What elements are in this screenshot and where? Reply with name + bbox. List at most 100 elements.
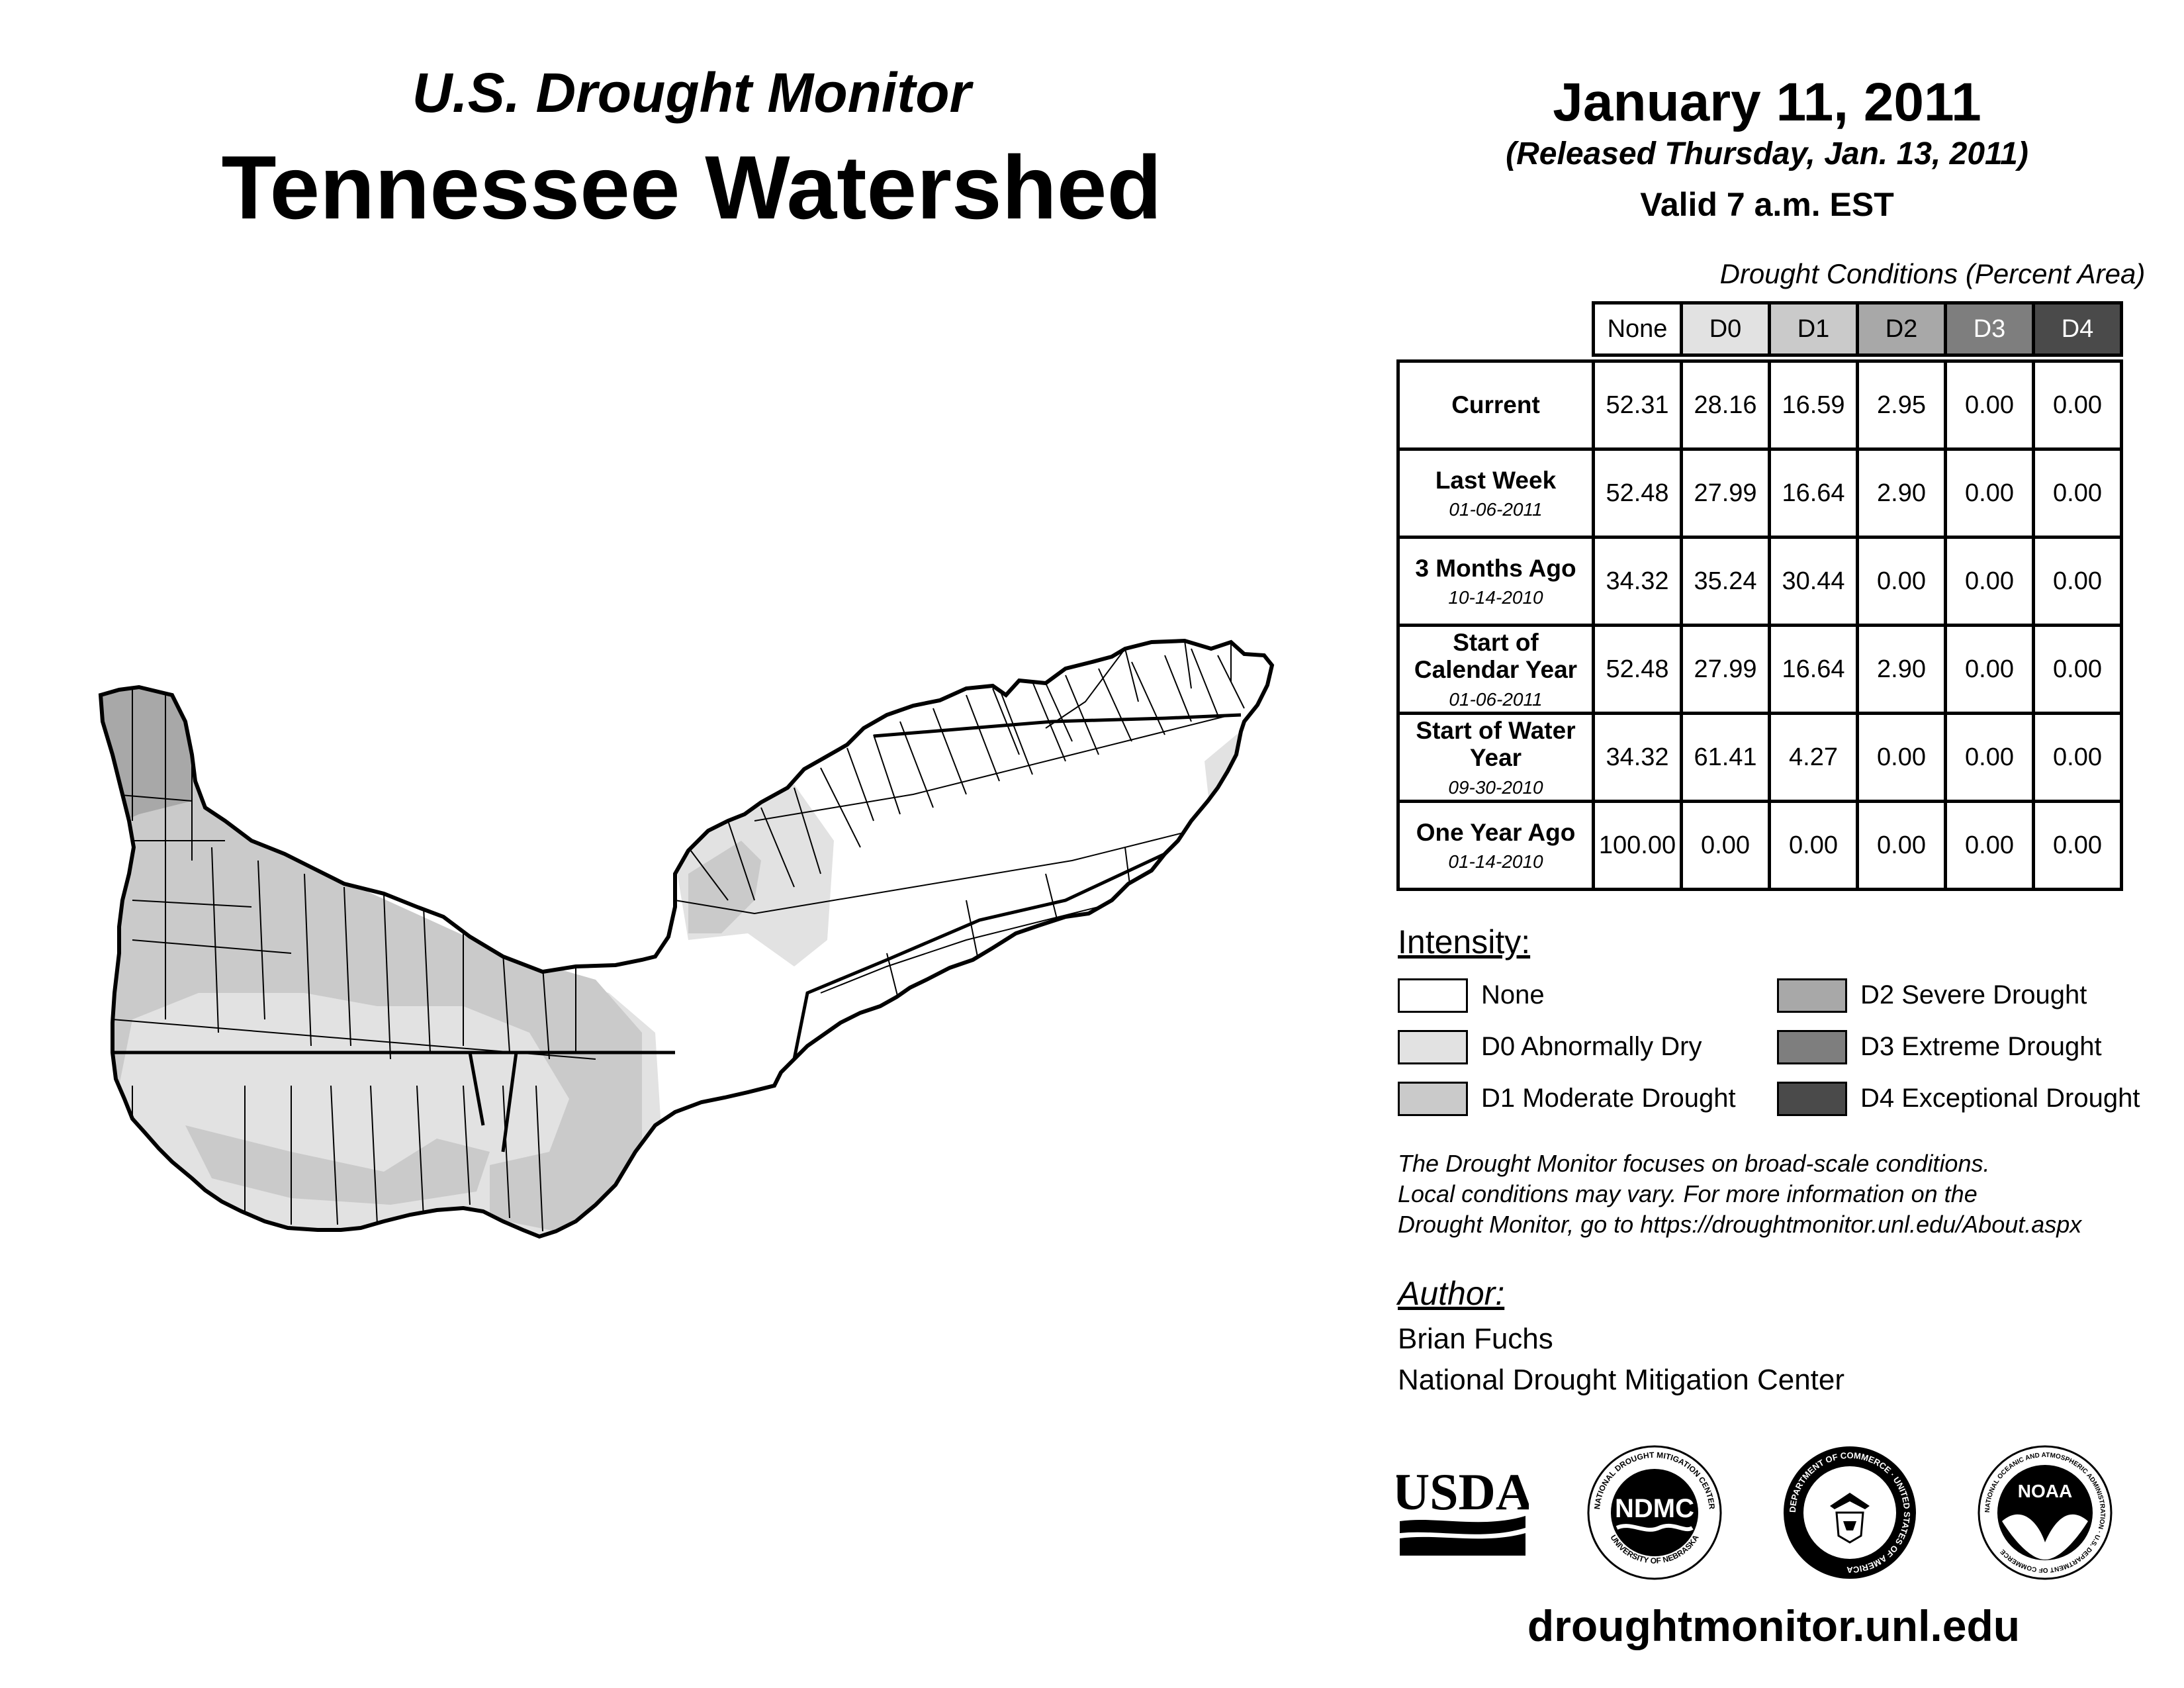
d1-area-southwest (185, 1125, 490, 1205)
row-date: 01-14-2010 (1448, 851, 1543, 872)
doc-seal-logo: DEPARTMENT OF COMMERCE · UNITED STATES O… (1780, 1443, 1919, 1585)
legend-swatch-none (1398, 978, 1468, 1013)
d1-area-west (101, 641, 642, 1231)
release-date: (Released Thursday, Jan. 13, 2011) (1506, 136, 2028, 171)
cell-d4: 0.00 (2032, 800, 2123, 891)
cell-d4: 0.00 (2032, 624, 2123, 715)
cell-d1: 16.59 (1768, 359, 1859, 451)
table-header-row: None D0 D1 D2 D3 D4 (1398, 301, 2123, 357)
cell-none: 34.32 (1592, 536, 1683, 627)
eagle-icon (1830, 1493, 1870, 1509)
legend-label-d1: D1 Moderate Drought (1481, 1084, 1736, 1113)
cell-d2: 0.00 (1856, 712, 1947, 803)
note-line-2: Local conditions may vary. For more info… (1398, 1180, 1978, 1207)
cell-d2: 2.95 (1856, 359, 1947, 451)
cell-d1: 4.27 (1768, 712, 1859, 803)
usda-logo-text: USDA (1396, 1463, 1529, 1521)
row-date: 09-30-2010 (1448, 776, 1543, 798)
row-label: One Year Ago 01-14-2010 (1396, 800, 1595, 891)
ship-icon (1843, 1521, 1856, 1530)
legend-heading: Intensity: (1398, 923, 1531, 961)
usda-logo: USDA (1392, 1463, 1533, 1566)
table-body: Current 52.31 28.16 16.59 2.95 0.00 0.00 Last W… (1396, 359, 2123, 891)
website-link[interactable]: droughtmonitor.unl.edu (1527, 1601, 2021, 1650)
row-label: Start of Water Year 09-30-2010 (1396, 712, 1595, 803)
cell-none: 52.48 (1592, 624, 1683, 715)
cell-d4: 0.00 (2032, 447, 2123, 539)
cell-none: 52.48 (1592, 447, 1683, 539)
cell-none: 52.31 (1592, 359, 1683, 451)
table-row: Last Week 01-06-2011 52.48 27.99 16.64 2.90 0.… (1396, 447, 2123, 539)
row-label-text: Start of Water Year (1416, 716, 1576, 772)
row-label-text: Start of Calendar Year (1414, 628, 1578, 684)
cell-d2: 2.90 (1856, 624, 1947, 715)
map-subtitle: U.S. Drought Monitor (412, 62, 972, 124)
col-header-d2: D2 (1856, 301, 1947, 357)
table-caption: Drought Conditions (Percent Area) (1719, 258, 2146, 289)
legend-swatch-d2 (1777, 978, 1847, 1013)
note-line-1: The Drought Monitor focuses on broad-sca… (1398, 1150, 1990, 1177)
legend-label-d3: D3 Extreme Drought (1860, 1032, 2102, 1061)
cell-d2: 2.90 (1856, 447, 1947, 539)
ndmc-inner-disc (1611, 1469, 1698, 1556)
col-header-d0: D0 (1680, 301, 1771, 357)
cell-d2: 0.00 (1856, 536, 1947, 627)
table-row: Start of Calendar Year 01-06-2011 52.48 27.… (1396, 624, 2123, 715)
row-label: Current (1396, 359, 1595, 451)
cell-none: 100.00 (1592, 800, 1683, 891)
ndmc-logo-text: NDMC (1615, 1494, 1694, 1523)
cell-d1: 30.44 (1768, 536, 1859, 627)
map-date: January 11, 2011 (1553, 72, 1981, 132)
row-label: 3 Months Ago 10-14-2010 (1396, 536, 1595, 627)
cell-none: 34.32 (1592, 712, 1683, 803)
row-label-text: Last Week (1435, 466, 1557, 494)
author-heading: Author: (1398, 1275, 1505, 1312)
note-line-3: Drought Monitor, go to https://droughtmo… (1398, 1211, 2082, 1238)
cell-d0: 27.99 (1680, 624, 1771, 715)
va-tn-state-line (873, 713, 1242, 738)
drought-conditions-table: None D0 D1 D2 D3 D4 Current 52.31 28.16 16.… (1396, 301, 2123, 891)
cell-d3: 0.00 (1944, 536, 2035, 627)
cell-d1: 16.64 (1768, 624, 1859, 715)
legend-swatch-d1 (1398, 1082, 1468, 1116)
legend-label-d2: D2 Severe Drought (1860, 980, 2087, 1009)
tn-nc-state-line (792, 852, 1166, 1060)
row-label-text: Current (1451, 391, 1540, 419)
col-header-none: None (1592, 301, 1683, 357)
noaa-logo-text: NOAA (2018, 1481, 2072, 1501)
usda-logo-svg: USDA (1392, 1463, 1533, 1556)
col-header-d1: D1 (1768, 301, 1859, 357)
cell-d2: 0.00 (1856, 800, 1947, 891)
table-corner (1398, 303, 1594, 355)
watershed-map (93, 622, 1297, 1284)
ndmc-wave-icon (1615, 1523, 1694, 1532)
watershed-map-svg (93, 622, 1297, 1284)
legend-label-d0: D0 Abnormally Dry (1481, 1032, 1702, 1061)
row-label: Last Week 01-06-2011 (1396, 447, 1595, 539)
usda-logo-band-1 (1400, 1516, 1525, 1534)
cell-d3: 0.00 (1944, 447, 2035, 539)
row-label: Start of Calendar Year 01-06-2011 (1396, 624, 1595, 715)
author-name: Brian Fuchs (1398, 1323, 1553, 1355)
table-row: Start of Water Year 09-30-2010 34.32 61.41 4… (1396, 712, 2123, 803)
cell-d3: 0.00 (1944, 712, 2035, 803)
noaa-bird-icon (2002, 1514, 2088, 1560)
col-header-d4: D4 (2032, 301, 2123, 357)
disclaimer-note: The Drought Monitor focuses on broad-sca… (1398, 1149, 2159, 1240)
al-ga-state-line (468, 1052, 518, 1152)
row-date: 01-06-2011 (1449, 499, 1543, 520)
legend-label-d4: D4 Exceptional Drought (1860, 1084, 2140, 1113)
table-gap (1398, 355, 2122, 361)
row-label-text: One Year Ago (1416, 818, 1576, 846)
row-label-text: 3 Months Ago (1415, 554, 1576, 582)
table-row: Current 52.31 28.16 16.59 2.95 0.00 0.00 (1396, 359, 2123, 451)
cell-d1: 16.64 (1768, 447, 1859, 539)
valid-time: Valid 7 a.m. EST (1640, 186, 1894, 223)
cell-d3: 0.00 (1944, 359, 2035, 451)
cell-d0: 28.16 (1680, 359, 1771, 451)
county-lines (112, 641, 1245, 1232)
table-row: 3 Months Ago 10-14-2010 34.32 35.24 30.44 0.0… (1396, 536, 2123, 627)
usda-logo-band-2 (1400, 1533, 1525, 1556)
table-gap-cell (1398, 355, 2122, 361)
cell-d0: 0.00 (1680, 800, 1771, 891)
